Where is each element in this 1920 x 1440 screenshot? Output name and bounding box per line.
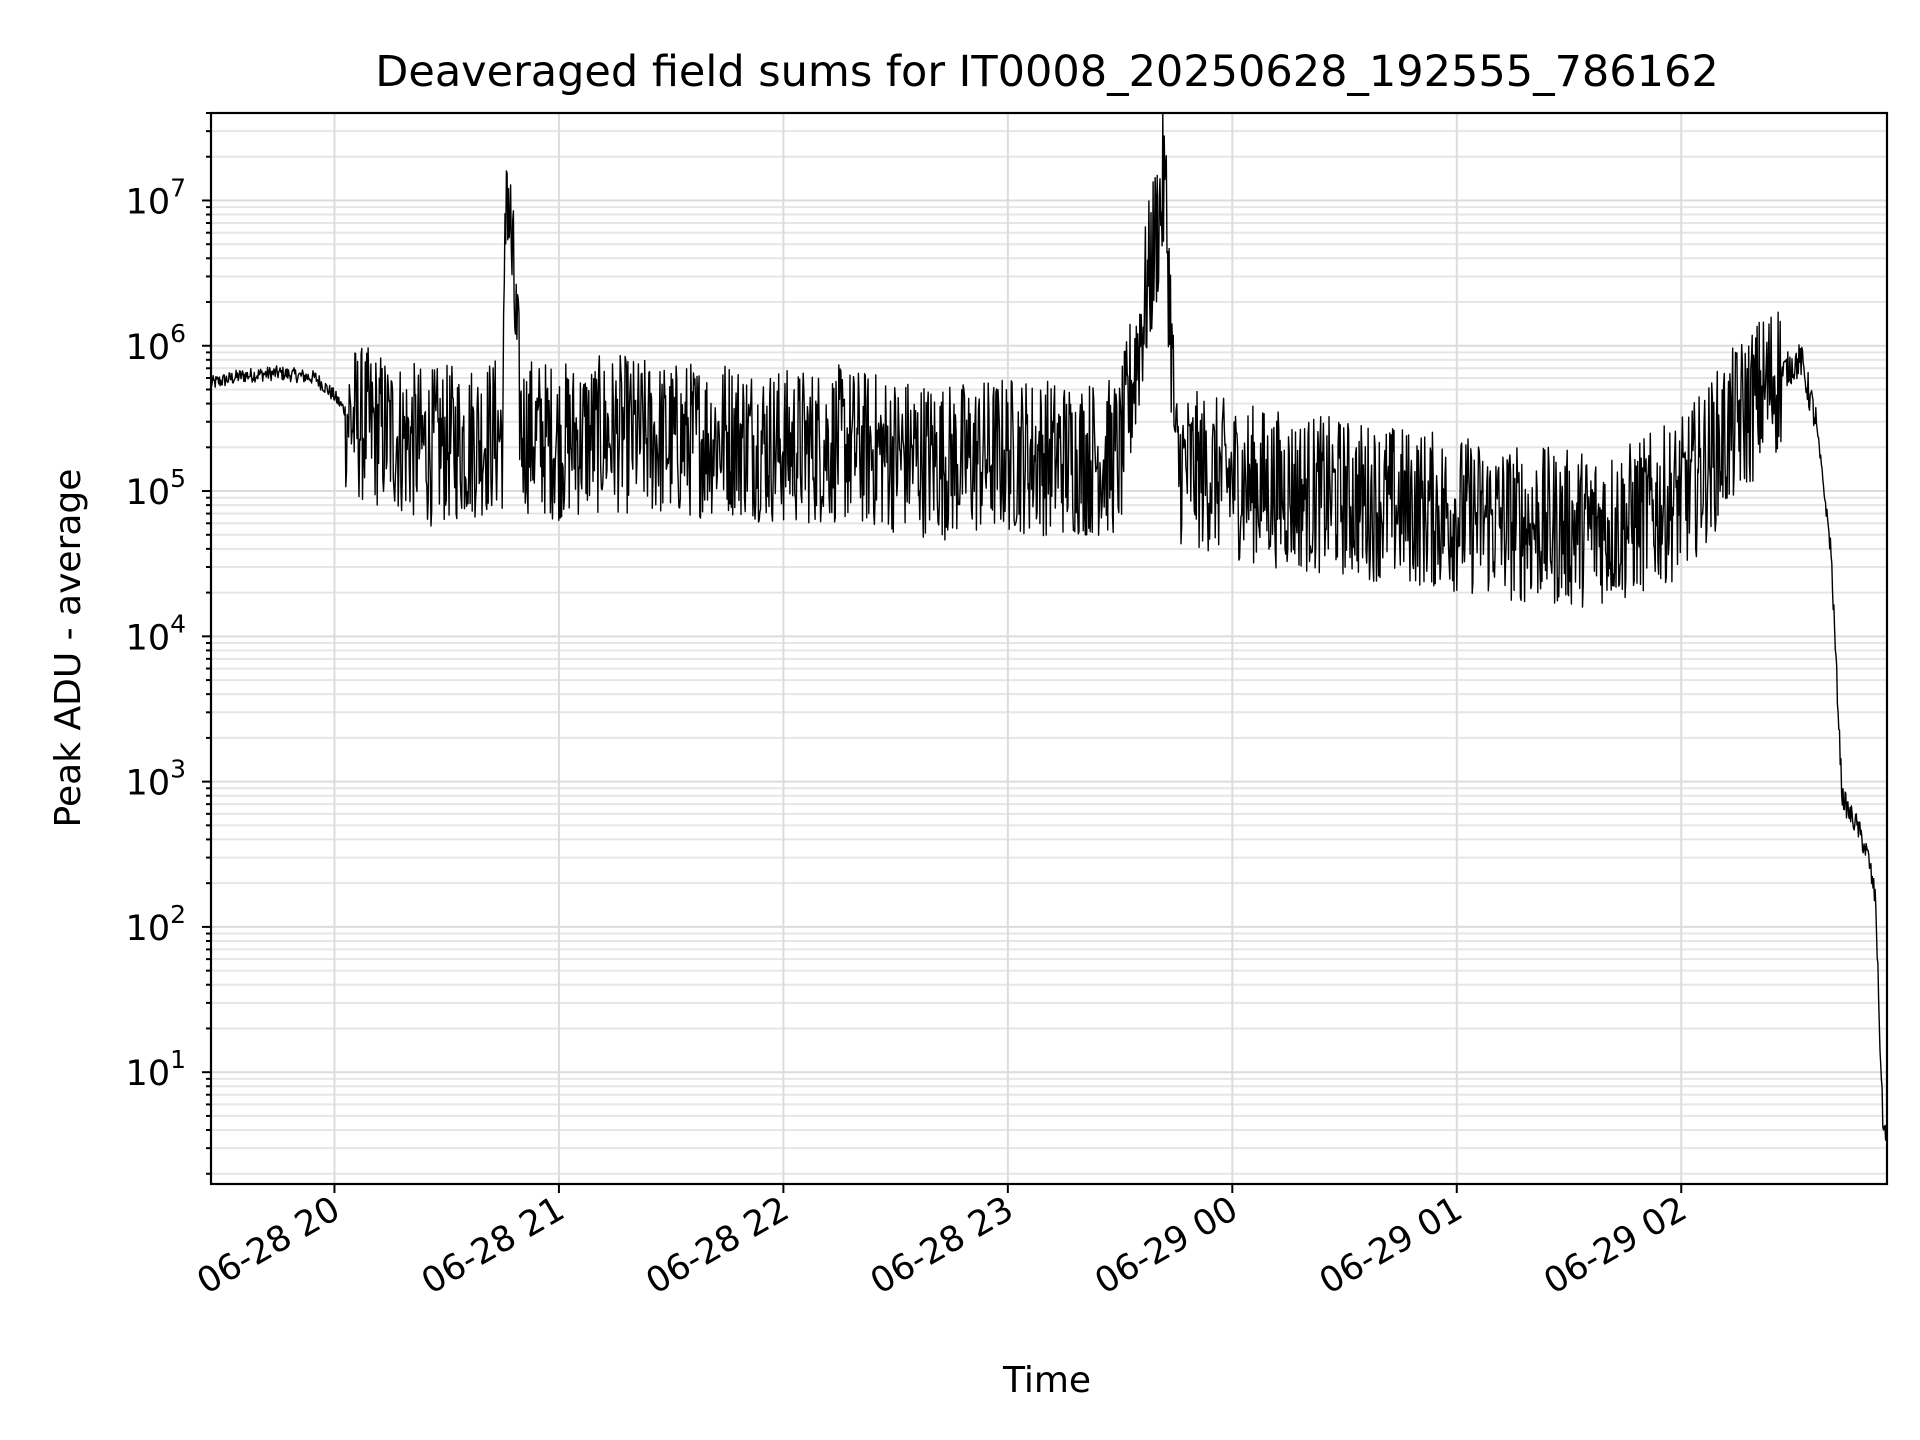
series-layer: [210, 112, 1888, 1141]
plot-frame: [209, 111, 1889, 1186]
y-tick-label: 105: [126, 464, 186, 513]
y-axis-label: Peak ADU - average: [48, 469, 89, 828]
chart-title: Deaveraged field sums for IT0008_2025062…: [375, 47, 1718, 97]
x-axis-label: Time: [1002, 1360, 1091, 1401]
y-tick-label: 104: [126, 609, 186, 658]
y-tick-label: 103: [126, 755, 186, 804]
y-tick-label: 102: [126, 900, 186, 949]
y-tick-label: 101: [126, 1045, 186, 1094]
y-tick-label: 106: [126, 319, 186, 368]
y-tick-label: 107: [126, 173, 186, 222]
series-line: [210, 112, 1888, 1141]
